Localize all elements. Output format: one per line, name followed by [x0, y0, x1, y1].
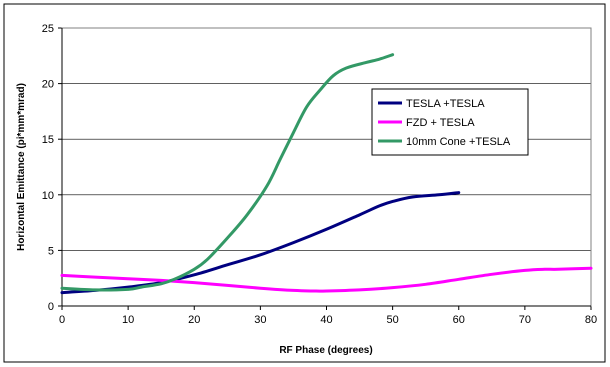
x-axis-title: RF Phase (degrees)	[279, 345, 372, 356]
y-tick-label-20: 20	[42, 79, 54, 91]
legend-label-fzd-tesla: FZD + TESLA	[406, 117, 475, 129]
legend-label-tesla-tesla: TESLA +TESLA	[406, 98, 485, 110]
x-tick-label-50: 50	[387, 314, 399, 326]
x-tick-label-0: 0	[59, 314, 65, 326]
y-axis-title: Horizontal Emittance (pi*mm*mrad)	[16, 83, 27, 251]
series-line-fzd-tesla	[60, 266, 593, 293]
y-tick-label-25: 25	[42, 23, 54, 35]
legend: TESLA +TESLA FZD + TESLA 10mm Cone +TESLA	[371, 88, 529, 156]
legend-label-10mm-cone-tesla: 10mm Cone +TESLA	[406, 136, 511, 148]
y-tick-label-0: 0	[48, 301, 54, 313]
y-tick-label-15: 15	[42, 134, 54, 146]
series-line-10mm-cone-tesla	[60, 53, 395, 292]
series-lines	[60, 53, 593, 295]
x-tick-label-40: 40	[320, 314, 332, 326]
y-tick-label-5: 5	[48, 245, 54, 257]
axes: 0 5 10 15 20 25 0 10 20 30 40 50 60 70 80	[42, 23, 597, 326]
x-tick-label-10: 10	[122, 314, 134, 326]
x-tick-label-80: 80	[585, 314, 597, 326]
x-tick-label-30: 30	[254, 314, 266, 326]
plot-area	[62, 28, 591, 306]
x-tick-label-20: 20	[188, 314, 200, 326]
y-tick-label-10: 10	[42, 190, 54, 202]
x-tick-label-70: 70	[519, 314, 531, 326]
x-tick-label-60: 60	[453, 314, 465, 326]
series-line-tesla-tesla	[60, 191, 461, 295]
